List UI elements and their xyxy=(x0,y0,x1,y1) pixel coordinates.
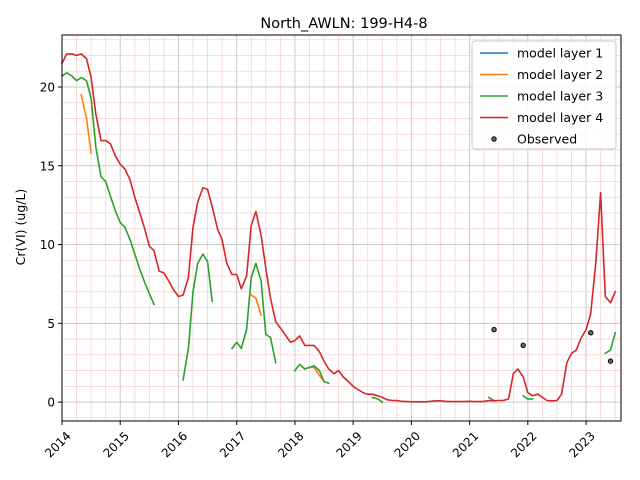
y-axis-label: Cr(VI) (ug/L) xyxy=(13,189,28,266)
legend-label: model layer 2 xyxy=(517,67,603,82)
y-tick-label: 20 xyxy=(40,80,55,94)
observed-point xyxy=(588,330,594,336)
series-line-layer-3 xyxy=(371,396,384,404)
observed-point xyxy=(491,326,497,333)
series-line-layer-3 xyxy=(604,331,617,355)
legend-label: model layer 1 xyxy=(517,46,603,61)
observed-point xyxy=(607,358,614,364)
legend-box xyxy=(471,40,617,150)
series-line-layer-2 xyxy=(250,293,263,317)
series-line-layer-3 xyxy=(230,262,277,364)
legend-label: model layer 3 xyxy=(517,89,603,104)
series-line-layer-3 xyxy=(60,72,156,306)
legend-swatch-point xyxy=(491,136,497,142)
series-line-layer-2 xyxy=(80,93,92,155)
legend-label: model layer 4 xyxy=(517,110,603,125)
chart-title: North_AWLN: 199-H4-8 xyxy=(260,16,427,32)
series-line-layer-3 xyxy=(182,253,214,381)
legend-label: Observed xyxy=(517,132,577,147)
series-line-layer-3 xyxy=(293,363,330,385)
plot-frame xyxy=(61,34,622,422)
y-tick-label: 10 xyxy=(40,238,55,252)
series-line-layer-4 xyxy=(60,53,617,403)
observed-point xyxy=(520,342,526,349)
series-line-layer-3 xyxy=(522,394,534,400)
legend: model layer 1 model layer 2 model layer 3 m… xyxy=(471,40,617,150)
y-tick-label: 0 xyxy=(47,396,55,410)
y-tick-label: 5 xyxy=(47,317,55,331)
y-tick-label: 15 xyxy=(40,159,55,173)
